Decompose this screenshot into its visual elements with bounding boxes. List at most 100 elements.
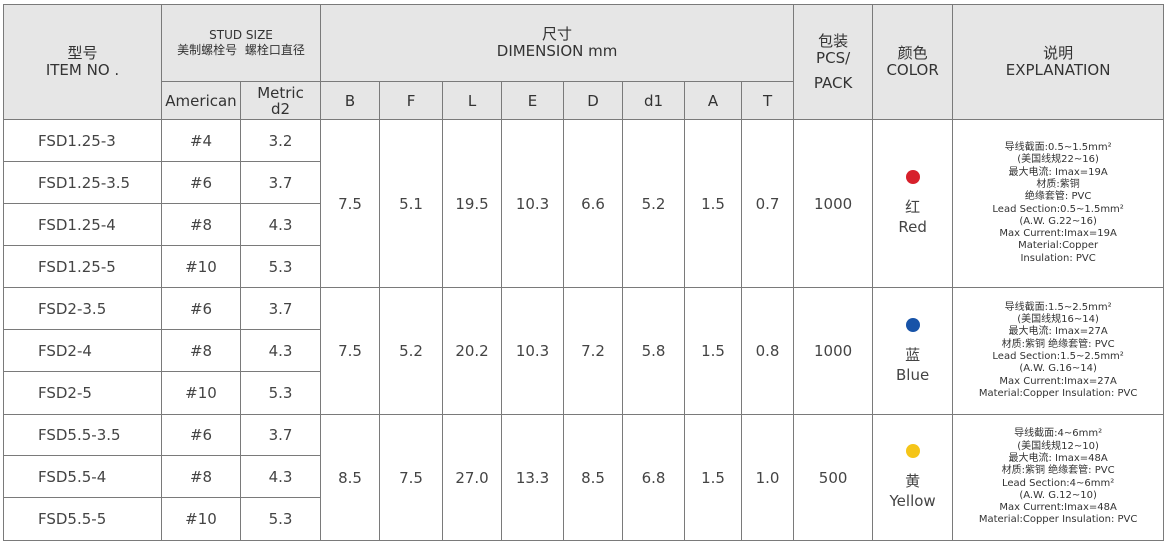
explanation-line: (美国线规12~10) [1017, 440, 1099, 452]
header-dim-e-label: E [527, 92, 538, 110]
metric-cell: 5.3 [239, 497, 322, 541]
dim-cell-d: 8.5 [563, 414, 624, 541]
header-color-en: COLOR [886, 61, 939, 79]
header-dim-b-label: B [344, 92, 356, 110]
dim-cell-b: 7.5 [320, 119, 381, 288]
header-pack-cn: 包装 [818, 31, 849, 50]
header-dim-t: T [741, 81, 795, 120]
table-row: FSD5.5-4 #8 4.3 [3, 455, 1164, 498]
header-dim-f: F [379, 81, 444, 120]
dim-cell-l: 19.5 [442, 119, 503, 288]
header-metric-label: Metric [257, 83, 304, 102]
metric-cell: 4.3 [239, 329, 322, 372]
header-explanation: 说明 EXPLANATION [952, 4, 1165, 120]
explanation-line: Material:Copper [1018, 240, 1099, 252]
header-color: 颜色 COLOR [872, 4, 954, 120]
american-cell: #10 [161, 245, 241, 288]
header-american: American [161, 81, 241, 120]
model-cell: FSD5.5-4 [3, 455, 162, 498]
explanation-line: (美国线规22~16) [1017, 154, 1099, 166]
explanation-line: 导线截面:1.5~2.5mm² [1004, 301, 1112, 313]
header-dim-t-label: T [762, 92, 773, 110]
color-dot-icon [905, 170, 920, 184]
dim-cell-a: 1.5 [684, 287, 743, 415]
model-cell: FSD2-4 [3, 329, 162, 372]
explanation-line: Lead Section:1.5~2.5mm² [992, 351, 1124, 362]
model-cell: FSD1.25-3.5 [3, 161, 162, 204]
color-name-cn: 黄 [905, 472, 921, 490]
metric-cell: 5.3 [239, 371, 322, 415]
pack-cell: 500 [793, 414, 874, 541]
table-body: FSD1.25-3 #4 3.2 7.5 5.1 19.5 10.3 6.6 5.2 1.5 0.7… [3, 119, 1165, 541]
explanation-line: 材质:紫铜 绝缘套管: PVC [1001, 465, 1115, 477]
header-pack: 包装 PCS/ PACK [793, 4, 874, 120]
metric-cell: 5.3 [239, 245, 322, 288]
header-dim-l-label: L [467, 92, 477, 110]
metric-cell: 4.3 [239, 203, 322, 246]
model-cell: FSD1.25-4 [3, 203, 162, 246]
model-cell: FSD5.5-3.5 [3, 414, 162, 456]
header-stud-size: STUD SIZE 美制螺栓号 螺栓口直径 [160, 4, 322, 82]
model-cell: FSD2-5 [3, 371, 162, 415]
explanation-line: (美国线规16~14) [1017, 314, 1099, 326]
header-dim-d1-label: d1 [643, 92, 664, 110]
header-dim-e: E [501, 81, 565, 120]
table-row: FSD1.25-3.5 #6 3.7 [3, 161, 1164, 204]
explanation-cell: 导线截面:4~6mm² (美国线规12~10) 最大电流: Imax=48A 材质:紫… [952, 414, 1165, 541]
model-cell: FSD1.25-5 [3, 245, 162, 288]
explanation-cell: 导线截面:0.5~1.5mm² (美国线规22~16) 最大电流: Imax=19A… [952, 119, 1165, 288]
dim-cell-b: 8.5 [320, 414, 381, 541]
dim-cell-t: 1.0 [741, 414, 795, 541]
header-dim-d1: d1 [622, 81, 686, 120]
header-stud-cn: 美制螺栓号 螺栓口直径 [163, 43, 320, 58]
dim-cell-f: 7.5 [379, 414, 444, 541]
model-cell: FSD5.5-5 [3, 497, 162, 541]
model-cell: FSD2-3.5 [3, 287, 162, 330]
dim-cell-l: 20.2 [442, 287, 503, 415]
metric-cell: 3.7 [239, 161, 322, 204]
american-cell: #4 [161, 119, 241, 162]
dim-cell-l: 27.0 [442, 414, 503, 541]
header-dim-f-label: F [406, 92, 416, 110]
dim-cell-a: 1.5 [684, 119, 743, 288]
explanation-line: 材质:紫铜 绝缘套管: PVC [1001, 338, 1115, 350]
explanation-line: 最大电流: Imax=27A [1008, 326, 1108, 338]
dim-cell-t: 0.8 [741, 287, 795, 415]
color-cell: 红 Red [872, 119, 954, 288]
pack-cell: 1000 [793, 119, 874, 288]
header-expl-en: EXPLANATION [1005, 61, 1111, 79]
dim-cell-b: 7.5 [320, 287, 381, 415]
header-dim-a: A [684, 81, 743, 120]
header-model-en: ITEM NO . [45, 61, 120, 79]
table-row: FSD2-3.5 #6 3.7 7.5 5.2 20.2 10.3 7.2 5.8 1.5 0.8 1… [3, 287, 1165, 415]
spec-table: 型号 ITEM NO . STUD SIZE 美制螺栓号 螺栓口直径 尺寸 DI… [3, 4, 1165, 541]
header-stud-metric-cn: 螺栓口直径 [244, 43, 305, 57]
american-cell: #8 [161, 203, 241, 246]
dim-cell-d1: 6.8 [622, 414, 686, 541]
explanation-line: 最大电流: Imax=48A [1008, 452, 1108, 464]
header-pack-en-1: PCS/ [816, 48, 851, 67]
explanation-line: 导线截面:4~6mm² [1014, 428, 1103, 440]
explanation-line: 材质:紫铜 [1036, 178, 1080, 190]
dim-cell-f: 5.2 [379, 287, 444, 415]
american-cell: #10 [161, 497, 241, 541]
dim-cell-d1: 5.2 [622, 119, 686, 288]
american-cell: #8 [161, 329, 241, 372]
table-row: FSD1.25-4 #8 4.3 [3, 203, 1164, 246]
american-cell: #8 [161, 455, 241, 498]
header-dim-b: B [320, 81, 381, 120]
color-cell: 蓝 Blue [872, 287, 954, 415]
american-cell: #6 [161, 161, 241, 204]
dim-cell-d: 7.2 [563, 287, 624, 415]
american-cell: #6 [161, 414, 241, 456]
explanation-line: Material:Copper Insulation: PVC [978, 387, 1138, 399]
header-metric-sub: d2 [270, 99, 291, 118]
explanation-line: Max Current:Imax=48A [999, 502, 1117, 514]
table-row: FSD5.5-3.5 #6 3.7 8.5 7.5 27.0 13.3 8.5 6.8 1.5 1.… [3, 414, 1165, 541]
color-cell: 黄 Yellow [872, 414, 954, 541]
explanation-line: (A.W. G.22~16) [1019, 215, 1097, 227]
metric-cell: 3.7 [239, 414, 322, 456]
header-dim-a-label: A [707, 92, 719, 110]
model-cell: FSD1.25-3 [3, 119, 162, 162]
color-name-en: Red [898, 218, 927, 236]
